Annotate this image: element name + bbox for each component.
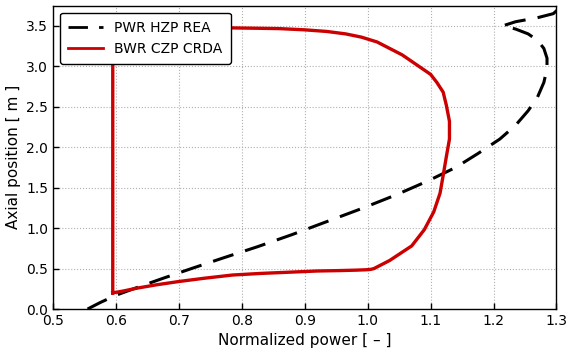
- BWR CZP CRDA: [386, 46, 393, 51]
- PWR HZP REA: [97, 301, 104, 305]
- PWR HZP REA: [323, 219, 330, 224]
- PWR HZP REA: [512, 27, 519, 31]
- PWR HZP REA: [544, 67, 551, 71]
- BWR CZP CRDA: [154, 282, 160, 287]
- PWR HZP REA: [160, 276, 167, 280]
- PWR HZP REA: [219, 256, 226, 260]
- PWR HZP REA: [550, 12, 557, 16]
- BWR CZP CRDA: [386, 258, 393, 263]
- PWR HZP REA: [512, 123, 519, 127]
- BWR CZP CRDA: [229, 273, 236, 277]
- BWR CZP CRDA: [367, 267, 374, 272]
- BWR CZP CRDA: [175, 279, 182, 284]
- PWR HZP REA: [496, 137, 503, 141]
- BWR CZP CRDA: [109, 24, 116, 28]
- BWR CZP CRDA: [191, 25, 198, 29]
- PWR HZP REA: [358, 206, 365, 211]
- BWR CZP CRDA: [109, 291, 116, 295]
- Legend: PWR HZP REA, BWR CZP CRDA: PWR HZP REA, BWR CZP CRDA: [60, 12, 231, 64]
- Line: BWR CZP CRDA: BWR CZP CRDA: [113, 26, 449, 293]
- BWR CZP CRDA: [433, 80, 440, 85]
- PWR HZP REA: [289, 233, 296, 237]
- BWR CZP CRDA: [323, 29, 330, 34]
- BWR CZP CRDA: [430, 210, 437, 214]
- PWR HZP REA: [534, 38, 541, 42]
- Line: PWR HZP REA: PWR HZP REA: [88, 8, 560, 309]
- BWR CZP CRDA: [314, 269, 321, 273]
- PWR HZP REA: [525, 109, 532, 113]
- BWR CZP CRDA: [201, 276, 207, 280]
- BWR CZP CRDA: [285, 270, 292, 274]
- BWR CZP CRDA: [371, 267, 378, 271]
- BWR CZP CRDA: [301, 28, 308, 32]
- BWR CZP CRDA: [251, 26, 258, 30]
- BWR CZP CRDA: [160, 25, 167, 29]
- BWR CZP CRDA: [437, 191, 444, 195]
- BWR CZP CRDA: [222, 26, 229, 30]
- BWR CZP CRDA: [408, 244, 415, 248]
- BWR CZP CRDA: [399, 53, 406, 57]
- BWR CZP CRDA: [109, 291, 116, 295]
- BWR CZP CRDA: [128, 24, 135, 29]
- BWR CZP CRDA: [408, 59, 415, 63]
- PWR HZP REA: [424, 179, 431, 183]
- BWR CZP CRDA: [352, 268, 359, 272]
- BWR CZP CRDA: [446, 137, 453, 141]
- PWR HZP REA: [556, 6, 563, 10]
- BWR CZP CRDA: [358, 35, 365, 39]
- BWR CZP CRDA: [446, 119, 453, 124]
- BWR CZP CRDA: [443, 103, 450, 107]
- BWR CZP CRDA: [443, 155, 450, 159]
- BWR CZP CRDA: [119, 289, 125, 293]
- PWR HZP REA: [112, 293, 119, 297]
- PWR HZP REA: [84, 307, 91, 311]
- BWR CZP CRDA: [135, 286, 142, 290]
- BWR CZP CRDA: [342, 32, 349, 36]
- PWR HZP REA: [500, 24, 507, 28]
- BWR CZP CRDA: [276, 27, 283, 31]
- BWR CZP CRDA: [336, 268, 343, 273]
- BWR CZP CRDA: [362, 268, 369, 272]
- PWR HZP REA: [534, 95, 541, 99]
- PWR HZP REA: [512, 19, 519, 24]
- PWR HZP REA: [525, 32, 532, 36]
- BWR CZP CRDA: [439, 90, 446, 94]
- BWR CZP CRDA: [427, 72, 434, 76]
- BWR CZP CRDA: [257, 271, 264, 275]
- PWR HZP REA: [254, 245, 261, 249]
- PWR HZP REA: [474, 152, 481, 156]
- PWR HZP REA: [540, 80, 547, 85]
- PWR HZP REA: [544, 56, 551, 60]
- PWR HZP REA: [393, 193, 399, 197]
- BWR CZP CRDA: [439, 173, 446, 178]
- PWR HZP REA: [540, 46, 547, 51]
- X-axis label: Normalized power [ – ]: Normalized power [ – ]: [218, 333, 391, 348]
- PWR HZP REA: [452, 165, 459, 170]
- BWR CZP CRDA: [371, 267, 378, 271]
- PWR HZP REA: [135, 285, 142, 289]
- BWR CZP CRDA: [374, 40, 380, 44]
- Y-axis label: Axial position [ m ]: Axial position [ m ]: [6, 85, 21, 229]
- PWR HZP REA: [534, 16, 541, 20]
- PWR HZP REA: [188, 267, 195, 271]
- BWR CZP CRDA: [418, 66, 425, 70]
- BWR CZP CRDA: [421, 228, 427, 232]
